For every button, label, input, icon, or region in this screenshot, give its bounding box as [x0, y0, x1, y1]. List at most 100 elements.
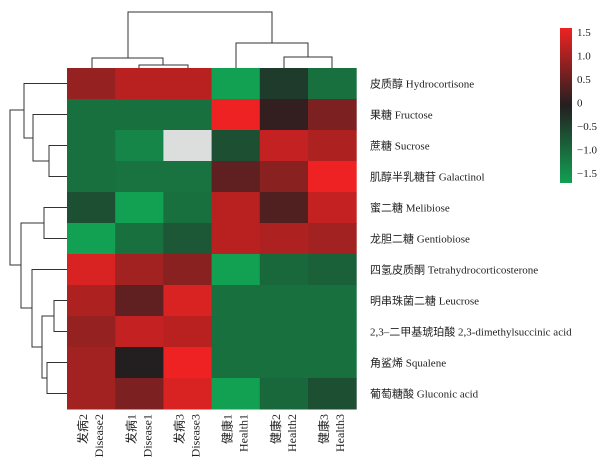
heatmap-cell — [115, 254, 164, 286]
row-label: 四氢皮质酮 Tetrahydrocorticosterone — [370, 263, 538, 277]
heatmap-cell — [259, 161, 309, 193]
left-dendrogram — [9, 83, 67, 394]
heatmap-cell — [211, 285, 261, 317]
heatmap-cell — [308, 99, 357, 131]
column-label-en: Health2 — [285, 414, 299, 452]
heatmap-cell — [67, 68, 116, 100]
heatmap-cell — [67, 378, 116, 410]
dendrogram-branch — [9, 109, 24, 266]
heatmap-cell — [115, 192, 164, 224]
row-label: 龙胆二糖 Gentiobiose — [370, 232, 470, 246]
dendrogram-branch — [48, 145, 67, 177]
heatmap-cell — [115, 347, 164, 379]
heatmap-cell — [115, 378, 164, 410]
column-label-en: Disease2 — [92, 414, 106, 457]
colorbar-tick-label: −1.0 — [577, 145, 597, 157]
colorbar-tick-label: 0 — [577, 98, 583, 110]
heatmap-cell — [67, 254, 116, 286]
heatmap-cell — [308, 192, 357, 224]
colorbar — [560, 28, 572, 183]
heatmap-cell — [211, 130, 261, 162]
heatmap-cell — [308, 68, 357, 100]
heatmap-cell — [308, 161, 357, 193]
column-label-en: Disease3 — [189, 414, 203, 457]
dendrogram-branch — [46, 362, 67, 394]
colorbar-tick-label: 0.5 — [577, 74, 591, 86]
heatmap-cell — [115, 161, 164, 193]
colorbar-tick-label: 1.5 — [577, 27, 591, 39]
colorbar-tick-label: 1.0 — [577, 51, 591, 63]
heatmap-cell — [308, 285, 357, 317]
heatmap-cell — [211, 192, 261, 224]
heatmap-cell — [163, 285, 213, 317]
column-label-cn: 发病1 — [123, 414, 138, 444]
heatmap-cell — [308, 254, 357, 286]
heatmap-cell — [67, 347, 116, 379]
dendrogram-branch — [138, 64, 189, 68]
heatmap-cell — [115, 130, 164, 162]
column-labels: 发病2 Disease2 发病1 Disease1 发病3 Disease3 健康1 Heal… — [75, 414, 347, 457]
column-label-cn: 健康2 — [268, 414, 283, 444]
heatmap-cell — [259, 192, 309, 224]
heatmap-cell — [308, 347, 357, 379]
heatmap-cell — [67, 99, 116, 131]
heatmap-cell — [211, 68, 261, 100]
heatmap-cell — [67, 192, 116, 224]
heatmap-cell — [67, 316, 116, 348]
heatmap-cell — [163, 68, 213, 100]
heatmap-cell — [115, 99, 164, 131]
column-label-en: Health1 — [237, 414, 251, 452]
dendrogram-branch — [53, 300, 67, 332]
dendrogram-branch — [283, 56, 333, 68]
heatmap-cell — [115, 223, 164, 255]
row-label: 明串珠菌二糖 Leucrose — [370, 294, 479, 308]
row-label: 蔗糖 Sucrose — [370, 139, 430, 153]
heatmap-cell — [211, 99, 261, 131]
heatmap-cell — [259, 378, 309, 410]
row-label: 皮质醇 Hydrocortisone — [370, 77, 474, 91]
colorbar-tick-label: −1.5 — [577, 168, 597, 180]
heatmap-cell — [211, 347, 261, 379]
heatmap-cell — [67, 130, 116, 162]
row-label: 角鲨烯 Squalene — [370, 357, 446, 370]
heatmap-cell — [211, 316, 261, 348]
dendrogram-branch — [43, 207, 67, 239]
heatmap-cell — [163, 347, 213, 379]
row-label: 2,3–二甲基琥珀酸 2,3-dimethylsuccinic acid — [370, 325, 572, 339]
column-label-en: Disease1 — [140, 414, 154, 457]
heatmap-cell — [259, 223, 309, 255]
row-label: 蜜二糖 Melibiose — [370, 201, 450, 215]
heatmap-cell — [163, 223, 213, 255]
dendrogram-branch — [41, 315, 54, 379]
heatmap-cell — [308, 223, 357, 255]
dendrogram-branch — [31, 269, 67, 348]
heatmap-cell — [259, 316, 309, 348]
heatmap-cell — [163, 192, 213, 224]
heatmap-cell — [259, 347, 309, 379]
heatmap-cells — [67, 68, 357, 410]
heatmap-cell — [163, 254, 213, 286]
heatmap-cell — [163, 316, 213, 348]
heatmap-cell — [211, 161, 261, 193]
dendrogram-branch — [127, 11, 273, 58]
heatmap-cell — [67, 223, 116, 255]
dendrogram-branch — [235, 42, 309, 68]
heatmap-cell — [308, 378, 357, 410]
heatmap-cell — [67, 161, 116, 193]
colorbar-ticks: 1.5 1.0 0.5 0 −0.5 −1.0 −1.5 — [577, 27, 597, 180]
heatmap-cell — [308, 130, 357, 162]
heatmap-cell — [259, 285, 309, 317]
row-label: 果糖 Fructose — [370, 108, 433, 122]
heatmap-cell — [259, 99, 309, 131]
heatmap-cell — [211, 378, 261, 410]
column-label-en: Health3 — [333, 414, 347, 452]
heatmap-cell — [163, 378, 213, 410]
row-label: 葡萄糖酸 Gluconic acid — [370, 387, 479, 401]
heatmap-cell — [259, 130, 309, 162]
heatmap-cell — [163, 130, 213, 162]
heatmap-cell — [308, 316, 357, 348]
row-labels: 皮质醇 Hydrocortisone 果糖 Fructose 蔗糖 Sucrose 肌… — [370, 77, 572, 401]
column-label-cn: 发病3 — [172, 414, 187, 444]
heatmap-cell — [259, 254, 309, 286]
